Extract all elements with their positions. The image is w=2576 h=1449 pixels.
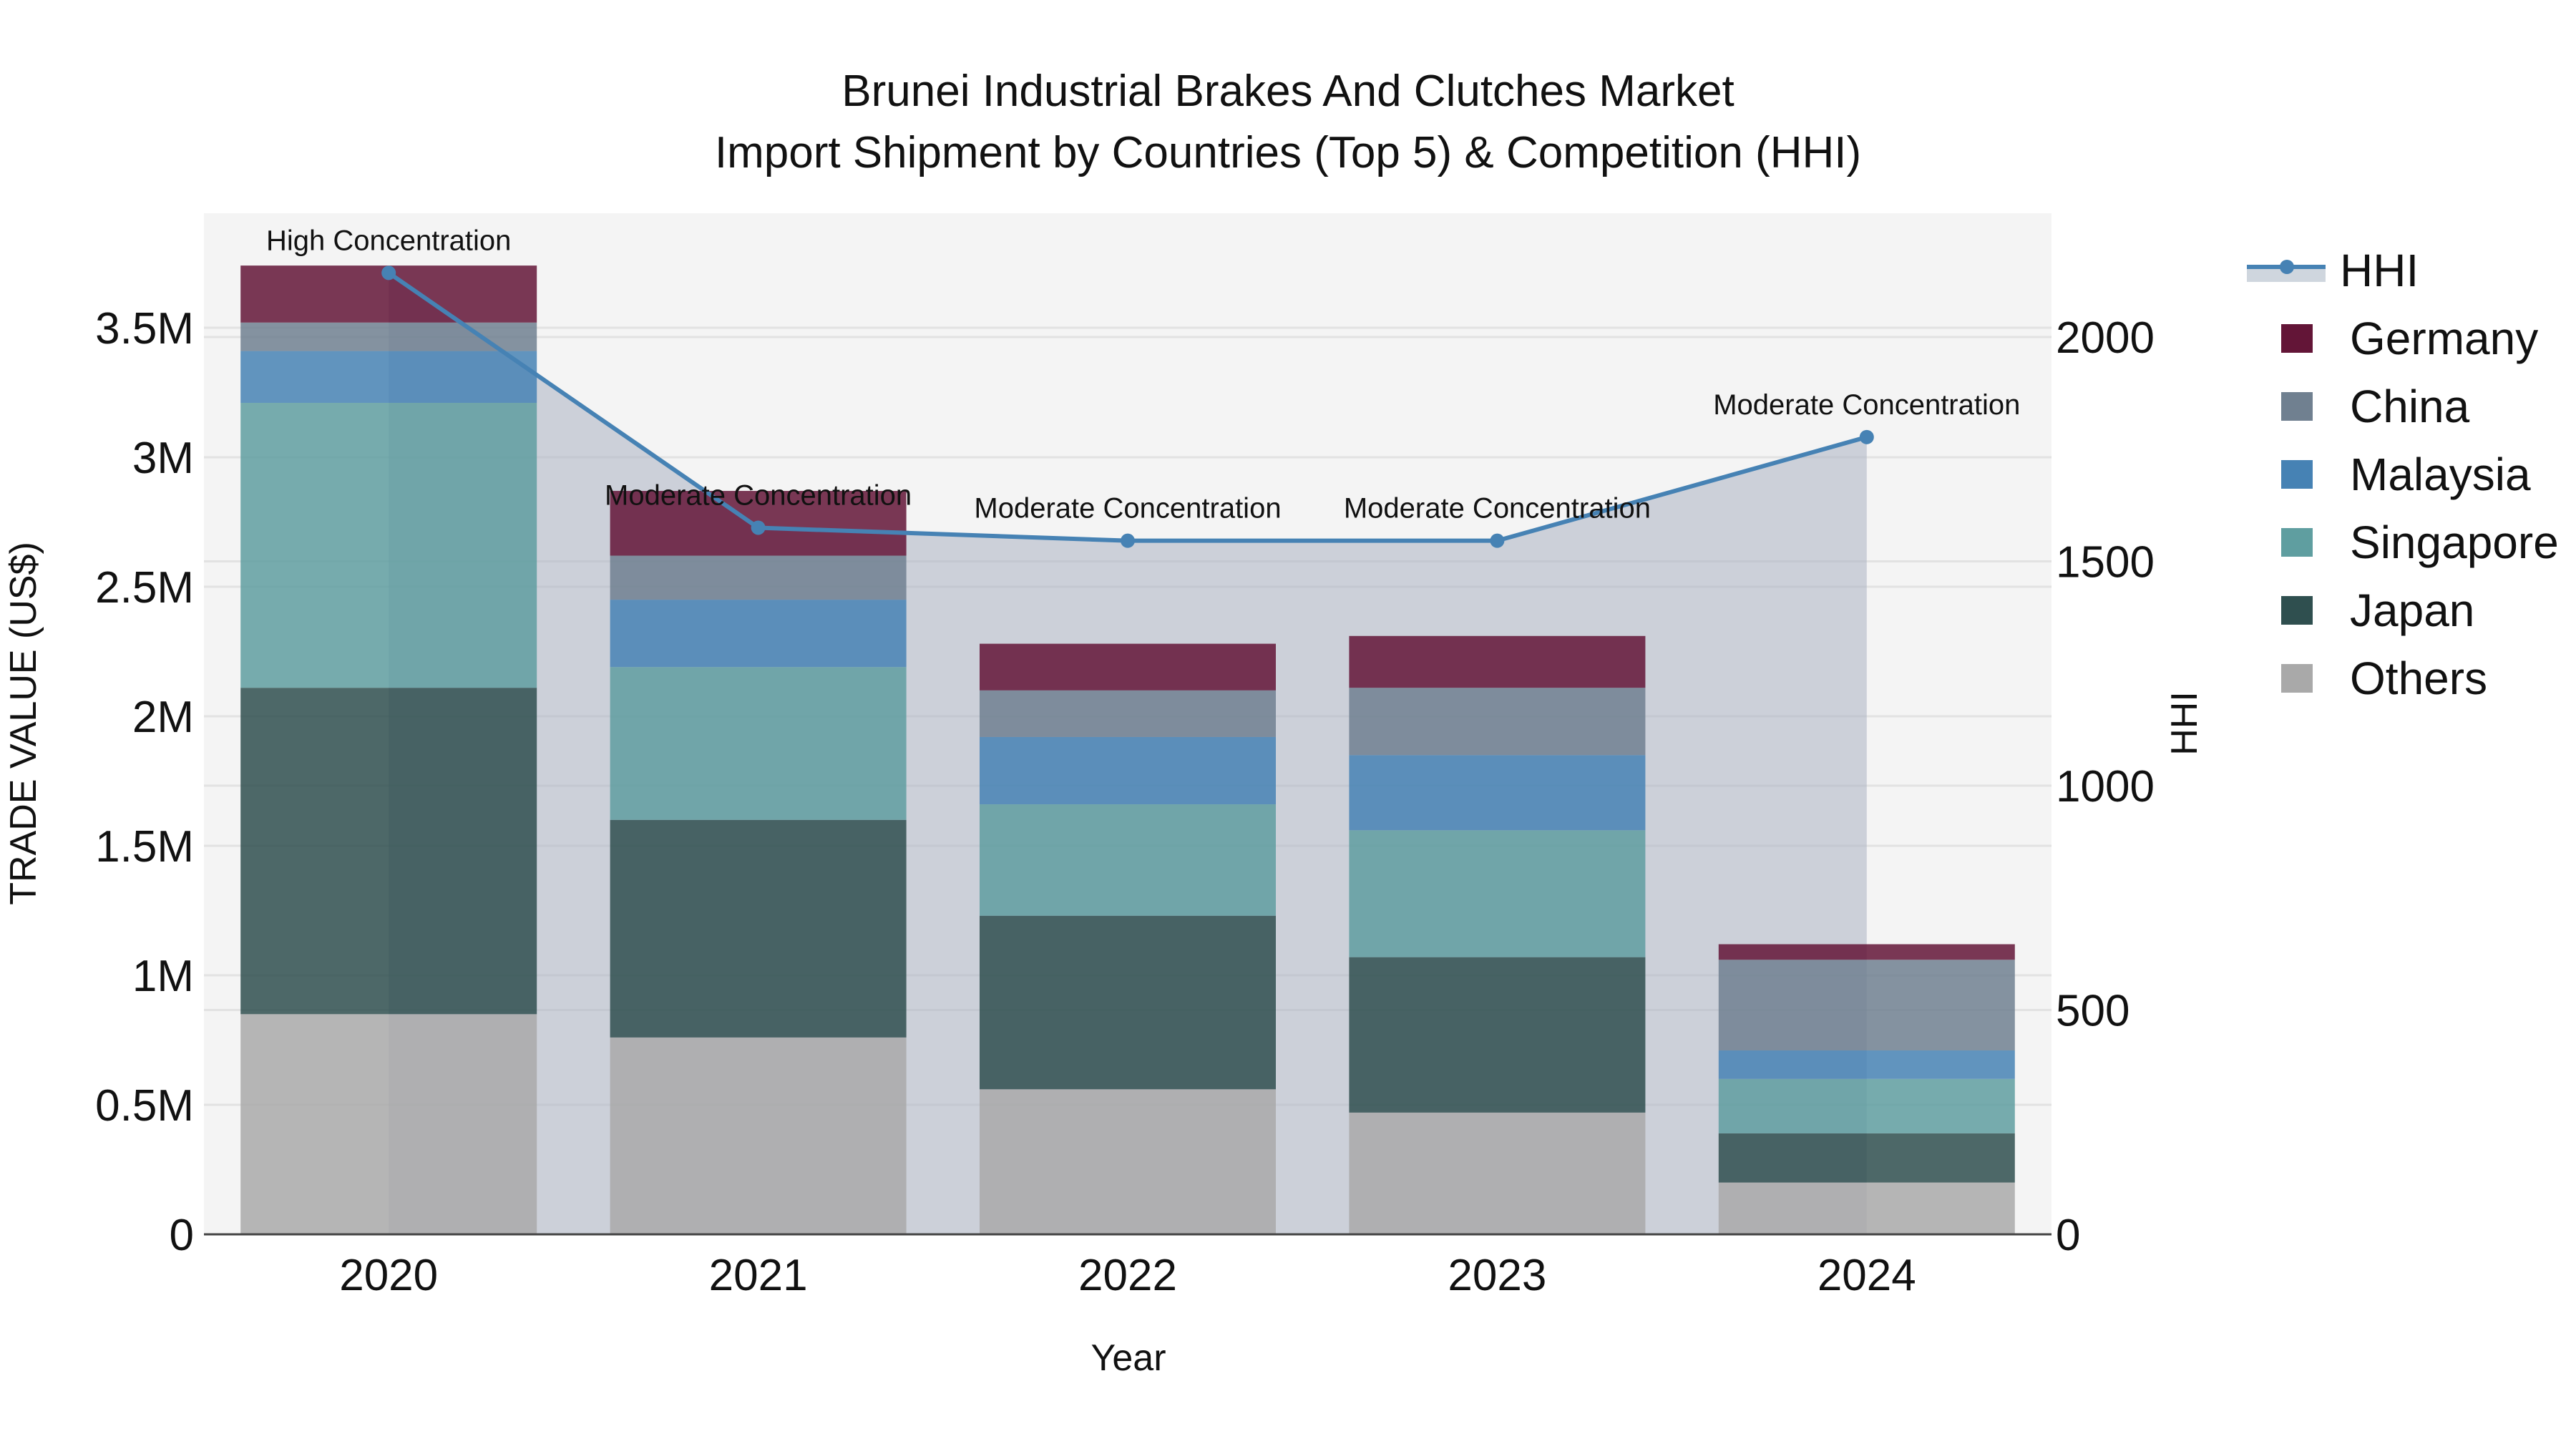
hhi-annotation: Moderate Concentration — [605, 479, 912, 511]
chart-title-line1: Brunei Industrial Brakes And Clutches Ma… — [841, 67, 1735, 116]
bar-segment-singapore[interactable] — [610, 667, 907, 820]
bar-segment-singapore[interactable] — [1718, 1078, 2015, 1133]
hhi-annotation: Moderate Concentration — [974, 493, 1281, 525]
legend-item-malaysia[interactable]: Malaysia — [2247, 440, 2559, 508]
bar-segment-germany[interactable] — [1718, 944, 2015, 960]
bar-segment-japan[interactable] — [1349, 957, 1646, 1113]
x-tick-label: 2023 — [1448, 1251, 1546, 1300]
legend-item-japan[interactable]: Japan — [2247, 576, 2559, 644]
bar-segment-others[interactable] — [1349, 1112, 1646, 1234]
y-axis-right-label: HHI — [2164, 691, 2205, 756]
bar-segment-germany[interactable] — [1349, 635, 1646, 688]
x-tick-label: 2024 — [1818, 1251, 1916, 1300]
bar-segment-malaysia[interactable] — [1349, 755, 1646, 831]
bar-stack-2021[interactable] — [610, 491, 907, 1234]
legend-label: Singapore — [2350, 516, 2559, 568]
y-left-tick-label: 0.5M — [95, 1081, 194, 1131]
hhi-point[interactable] — [1859, 429, 1874, 444]
y-right-tick-label: 1500 — [2056, 538, 2155, 587]
y-left-tick-label: 0 — [170, 1211, 194, 1260]
y-left-tick-label: 2M — [132, 693, 194, 742]
y-right-tick-label: 0 — [2056, 1211, 2080, 1260]
y-right-tick-label: 2000 — [2056, 313, 2155, 363]
x-tick-label: 2022 — [1078, 1251, 1177, 1300]
hhi-point[interactable] — [1121, 533, 1135, 548]
y-axis-right-ticks: 0 500 1000 1500 2000 — [2056, 313, 2155, 1260]
bar-segment-singapore[interactable] — [980, 804, 1276, 916]
y-left-tick-label: 3M — [132, 434, 194, 483]
legend-label: Japan — [2350, 584, 2475, 636]
bar-segment-japan[interactable] — [980, 915, 1276, 1090]
bar-segment-others[interactable] — [610, 1037, 907, 1234]
bar-segment-china[interactable] — [1718, 960, 2015, 1050]
legend-swatch-icon — [2281, 595, 2313, 625]
hhi-line — [381, 265, 1874, 548]
legend-swatch-icon — [2281, 391, 2313, 421]
bar-segment-malaysia[interactable] — [980, 736, 1276, 805]
legend-swatch-icon — [2281, 323, 2313, 353]
y-left-tick-label: 3.5M — [95, 304, 194, 353]
y-axis-left-label: TRADE VALUE (US$) — [3, 542, 44, 905]
hhi-annotation: High Concentration — [266, 225, 511, 256]
legend-item-china[interactable]: China — [2247, 372, 2559, 440]
hhi-point[interactable] — [751, 520, 766, 535]
x-tick-label: 2020 — [339, 1251, 438, 1300]
legend-label: Others — [2350, 652, 2488, 704]
bar-segment-singapore[interactable] — [240, 402, 537, 688]
legend-swatch-icon — [2281, 459, 2313, 489]
bar-segment-japan[interactable] — [240, 688, 537, 1015]
bar-segment-singapore[interactable] — [1349, 830, 1646, 957]
hhi-annotations: High Concentration Moderate Concentration… — [266, 225, 2020, 524]
bar-segment-china[interactable] — [610, 555, 907, 600]
bar-stack-2023[interactable] — [1349, 635, 1646, 1234]
hhi-annotation: Moderate Concentration — [1713, 389, 2020, 421]
legend-label: Germany — [2350, 312, 2539, 364]
bar-segment-malaysia[interactable] — [1718, 1050, 2015, 1079]
y-left-tick-label: 1M — [132, 952, 194, 1001]
bar-segment-malaysia[interactable] — [240, 351, 537, 403]
legend-label: China — [2350, 380, 2470, 432]
legend-swatch-icon — [2281, 527, 2313, 557]
y-right-tick-label: 500 — [2056, 987, 2129, 1036]
hhi-annotation: Moderate Concentration — [1344, 493, 1651, 525]
x-tick-label: 2021 — [709, 1251, 808, 1300]
bar-stack-2024[interactable] — [1718, 944, 2015, 1234]
legend-item-others[interactable]: Others — [2247, 644, 2559, 712]
bar-segment-japan[interactable] — [1718, 1133, 2015, 1183]
hhi-point[interactable] — [1490, 533, 1505, 548]
stacked-bars — [240, 265, 2015, 1234]
legend: HHI Germany China Malaysia Singapore Japan Oth… — [2247, 236, 2559, 712]
legend-item-singapore[interactable]: Singapore — [2247, 508, 2559, 576]
bar-segment-germany[interactable] — [980, 643, 1276, 691]
bar-segment-china[interactable] — [980, 690, 1276, 737]
chart-title-line2: Import Shipment by Countries (Top 5) & C… — [714, 128, 1862, 177]
bar-segment-japan[interactable] — [610, 819, 907, 1038]
bar-segment-others[interactable] — [240, 1014, 537, 1234]
legend-line-marker-icon — [2247, 256, 2326, 285]
legend-swatch-icon — [2281, 663, 2313, 693]
legend-item-germany[interactable]: Germany — [2247, 304, 2559, 372]
y-left-tick-label: 2.5M — [95, 563, 194, 613]
legend-label: Malaysia — [2350, 448, 2531, 500]
bar-stack-2020[interactable] — [240, 265, 537, 1234]
y-axis-left-ticks: 0 0.5M 1M 1.5M 2M 2.5M 3M 3.5M — [95, 304, 194, 1260]
bar-segment-china[interactable] — [240, 322, 537, 351]
y-right-tick-label: 1000 — [2056, 762, 2155, 811]
bar-stack-2022[interactable] — [980, 643, 1276, 1234]
hhi-point[interactable] — [381, 265, 396, 280]
x-axis-ticks: 2020 2021 2022 2023 2024 — [339, 1251, 1916, 1300]
bar-segment-china[interactable] — [1349, 688, 1646, 756]
bar-segment-others[interactable] — [1718, 1182, 2015, 1234]
bar-segment-malaysia[interactable] — [610, 600, 907, 668]
x-axis-label: Year — [1091, 1337, 1166, 1379]
y-left-tick-label: 1.5M — [95, 822, 194, 872]
legend-label: HHI — [2340, 244, 2419, 296]
bar-segment-others[interactable] — [980, 1089, 1276, 1234]
legend-item-hhi[interactable]: HHI — [2247, 236, 2559, 304]
